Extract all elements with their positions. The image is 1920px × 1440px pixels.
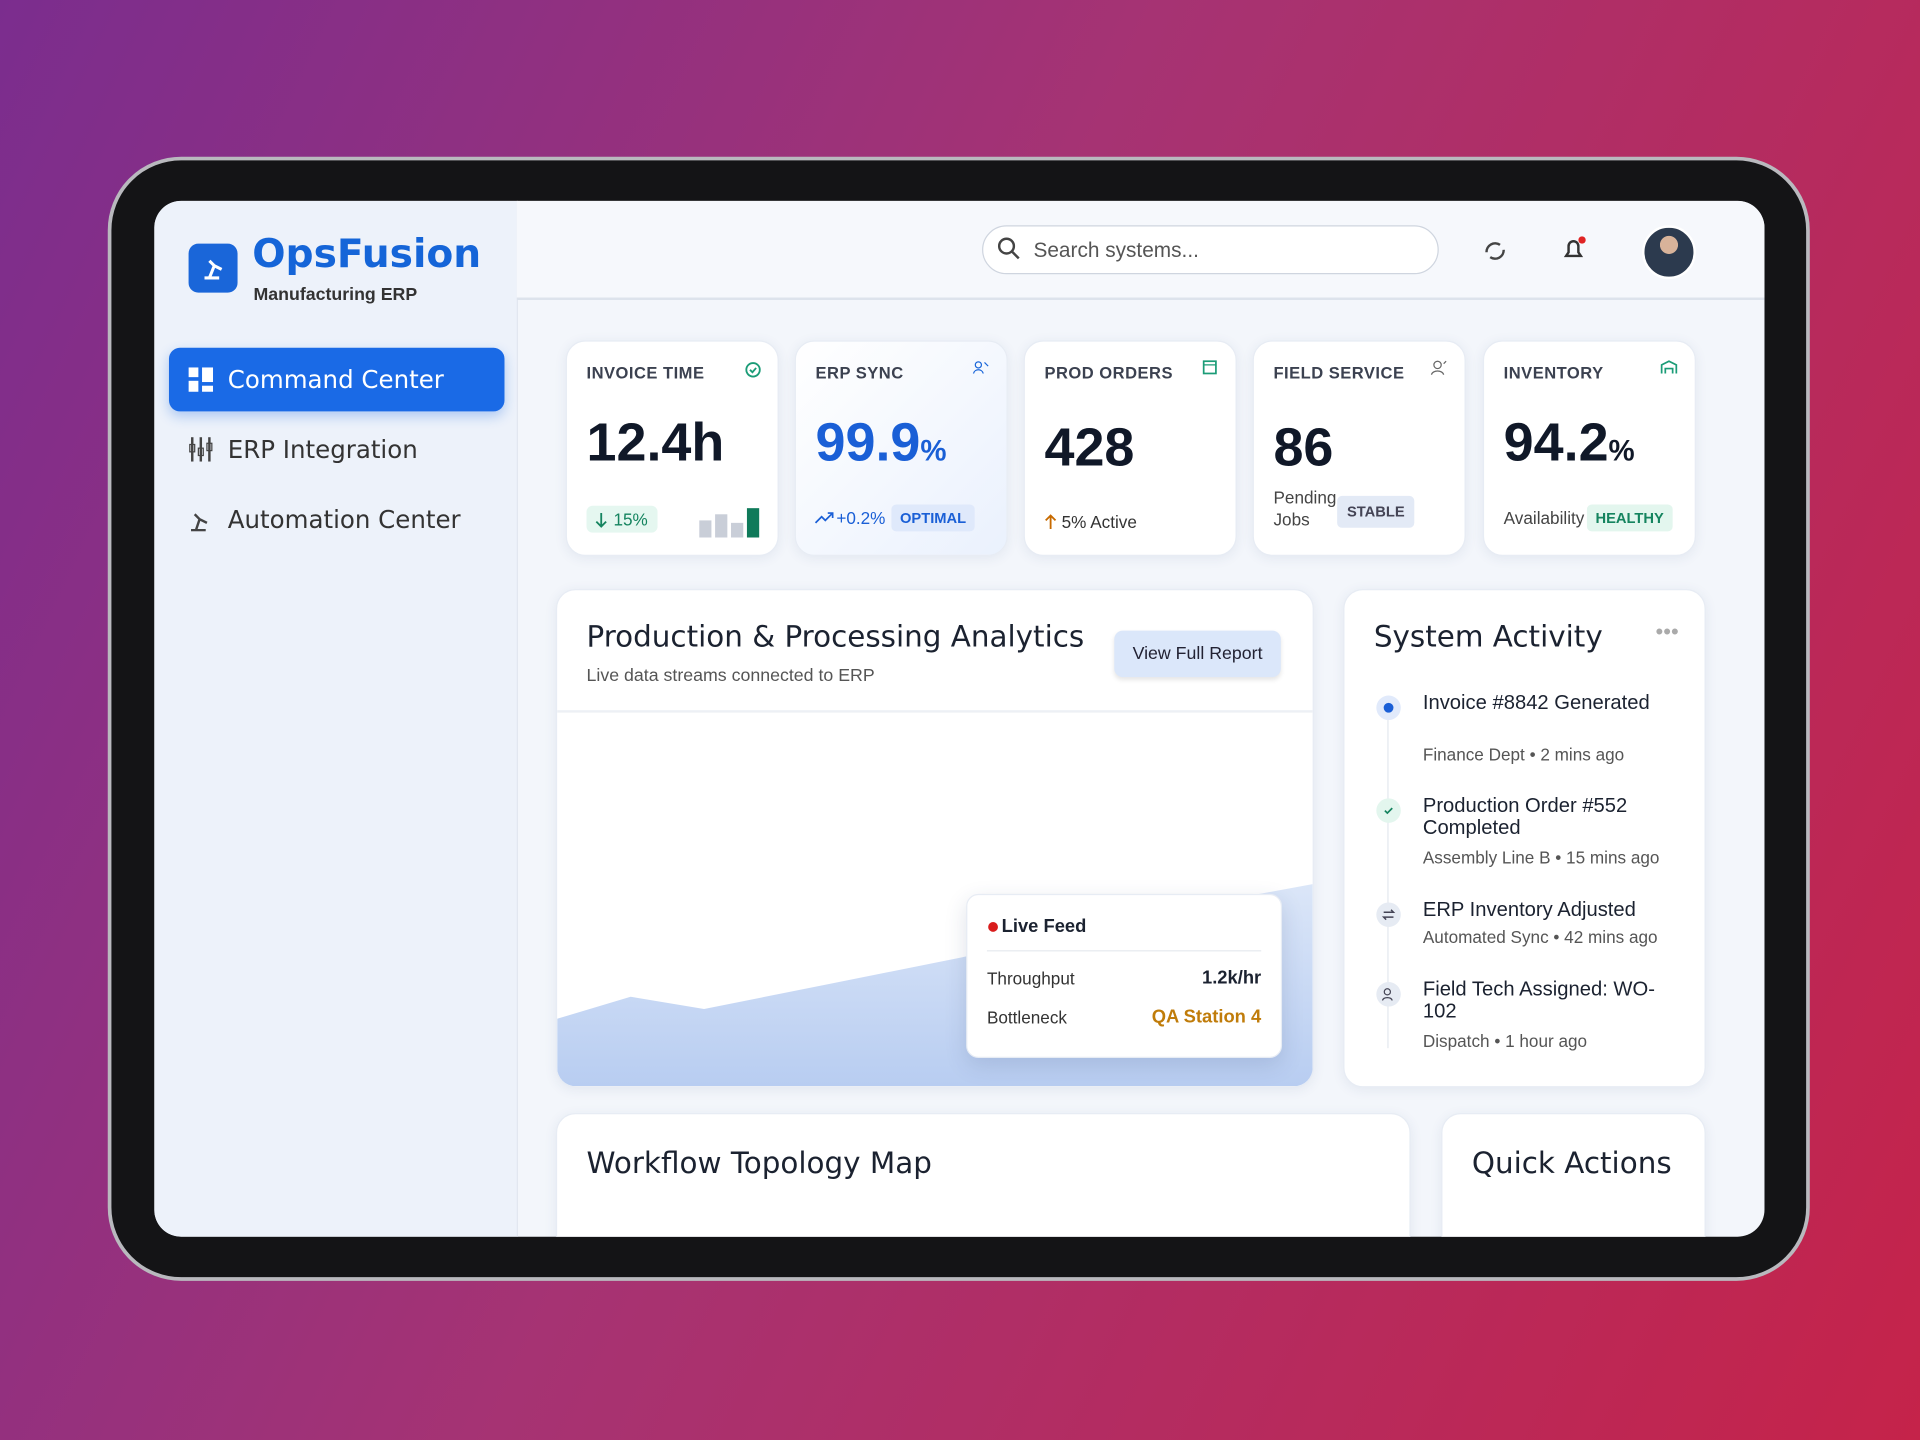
kpi-value: 428 [1044, 417, 1135, 478]
kpi-card: PROD ORDERS 428 5% Active [1023, 340, 1237, 556]
kpi-label: INVOICE TIME [586, 363, 705, 383]
kpi-icon [972, 361, 989, 374]
feed-label: Throughput [986, 968, 1075, 989]
kpi-unit: % [920, 434, 947, 468]
kpi-badge: STABLE [1337, 495, 1415, 528]
nav-icon [188, 367, 214, 392]
kpi-icon [1202, 360, 1217, 375]
kpi-delta: 5% Active [1061, 511, 1137, 532]
bell-icon[interactable] [1560, 235, 1589, 264]
kpi-label: FIELD SERVICE [1273, 363, 1405, 383]
kpi-badge: OPTIMAL [891, 504, 975, 532]
kpi-value: 12.4h [586, 412, 725, 473]
timeline-dot [1376, 982, 1401, 1007]
kpi-icon [1430, 360, 1447, 375]
kpi-card: INVENTORY 94.2% Availability HEALTHY [1482, 340, 1696, 556]
quick-actions-card: Quick Actions [1441, 1113, 1706, 1237]
timeline-dot [1376, 902, 1401, 927]
kpi-card: INVOICE TIME 12.4h 15% [565, 340, 779, 556]
kpi-delta: 15% [586, 505, 658, 533]
analytics-title: Production & Processing Analytics [586, 619, 1085, 654]
brand-name: OpsFusion [252, 230, 482, 277]
kpi-badge: HEALTHY [1586, 504, 1673, 532]
nav-icon [191, 513, 208, 532]
activity-title-text: Invoice #8842 Generated [1422, 691, 1650, 714]
kpi-delta-text: 15% [613, 509, 648, 529]
trend-icon [814, 512, 834, 524]
workflow-card: Workflow Topology Map [555, 1113, 1411, 1237]
nav-item[interactable]: Automation Center [169, 487, 505, 551]
nav-item[interactable]: ERP Integration [169, 418, 505, 482]
live-feed-title: Live Feed [1001, 915, 1087, 937]
section-title: Workflow Topology Map [586, 1146, 932, 1181]
search-placeholder: Search systems... [1033, 238, 1199, 263]
down-arrow [595, 513, 607, 528]
activity-title-text: ERP Inventory Adjusted [1422, 898, 1636, 921]
brand-subtitle: Manufacturing ERP [253, 285, 418, 305]
feed-value: QA Station 4 [1151, 1006, 1262, 1028]
analytics-card: Production & Processing Analytics Live d… [555, 588, 1314, 1088]
kpi-label: INVENTORY [1503, 363, 1604, 383]
kpi-card: FIELD SERVICE 86 Pending Jobs STABLE [1252, 340, 1466, 556]
kpi-label: ERP SYNC [815, 363, 904, 383]
activity-meta: Automated Sync • 42 mins ago [1422, 926, 1658, 947]
timeline-line [1387, 705, 1389, 1049]
kpi-icon [745, 362, 761, 378]
search-box[interactable]: Search systems... [982, 225, 1439, 275]
logo-icon [188, 243, 238, 293]
kpi-unit: % [1608, 434, 1635, 468]
kpi-value: 99.9 [815, 412, 921, 473]
sidebar: OpsFusion Manufacturing ERP Command Cent… [154, 200, 518, 1237]
kpi-value-row: 94.2% [1504, 413, 1635, 474]
analytics-subtitle: Live data streams connected to ERP [586, 666, 875, 686]
nav-label: ERP Integration [227, 434, 418, 465]
kpi-note: Availability [1503, 508, 1585, 528]
kpi-label: PROD ORDERS [1044, 363, 1173, 383]
kpi-value: 94.2 [1503, 412, 1609, 473]
button-label: View Full Report [1132, 644, 1263, 664]
live-feed-panel: Live Feed Throughput 1.2k/hr Bottleneck … [966, 893, 1283, 1058]
section-title: Quick Actions [1471, 1146, 1672, 1181]
kpi-delta: +0.2% [836, 508, 886, 528]
activity-meta: Finance Dept • 2 mins ago [1422, 744, 1625, 765]
activity-title-text: Field Tech Assigned: WO-102 [1422, 978, 1655, 1023]
more-menu[interactable]: ••• [1655, 619, 1679, 645]
screen: OpsFusion Manufacturing ERP Command Cent… [154, 200, 1765, 1237]
avatar[interactable] [1642, 225, 1696, 280]
divider [557, 710, 1313, 713]
timeline-dot [1376, 695, 1401, 721]
nav-label: Automation Center [227, 504, 461, 534]
live-dot [988, 922, 998, 932]
activity-title-text: Production Order #552 Completed [1422, 794, 1628, 839]
divider [986, 950, 1262, 952]
kpi-value-row: 99.9% [816, 413, 947, 474]
logo-glyph [204, 259, 223, 280]
timeline-dot [1376, 798, 1401, 823]
kpi-icon [1660, 360, 1678, 374]
activity-meta: Assembly Line B • 15 mins ago [1422, 847, 1660, 867]
sync-icon[interactable] [1482, 238, 1509, 265]
nav-label: Command Center [227, 364, 444, 395]
kpi-value: 86 [1273, 417, 1334, 478]
up-arrow [1045, 514, 1057, 529]
feed-value: 1.2k/hr [1201, 967, 1262, 989]
kpi-card: ERP SYNC 99.9% +0.2% OPTIMAL [794, 340, 1008, 556]
activity-card: System Activity ••• Invoice #8842 Genera… [1343, 588, 1706, 1088]
feed-label: Bottleneck [986, 1007, 1067, 1028]
activity-meta: Dispatch • 1 hour ago [1422, 1031, 1588, 1051]
report-button[interactable]: View Full Report [1114, 630, 1281, 678]
search-icon [997, 237, 1020, 260]
activity-title: System Activity [1373, 619, 1603, 654]
nav-item[interactable]: Command Center [168, 347, 505, 412]
mini-bars [699, 508, 760, 538]
kpi-note: Pending Jobs [1273, 487, 1337, 529]
nav-icon [189, 437, 213, 462]
